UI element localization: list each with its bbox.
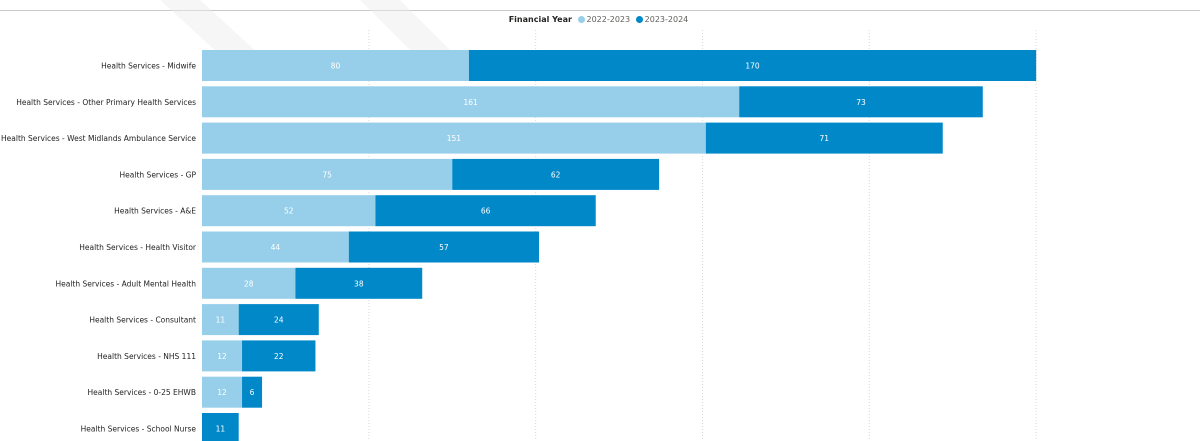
category-label-health-services-aande: Health Services - A&E [114, 207, 196, 216]
legend-swatch-2023-2024 [635, 16, 643, 23]
data-label-2022-2023-health-services-aande: 52 [284, 207, 294, 216]
category-label-health-services-health-visitor: Health Services - Health Visitor [79, 243, 197, 252]
category-label-health-services-midwife: Health Services - Midwife [101, 62, 196, 71]
bar-2023-2024-health-services-west-midlands-ambulance-service[interactable] [705, 122, 943, 154]
data-label-2023-2024-health-services-consultant: 24 [274, 316, 284, 325]
legend-swatch-2022-2023 [577, 16, 585, 23]
data-label-2023-2024-health-services-midwife: 170 [745, 62, 760, 71]
data-label-2022-2023-health-services-other-primary-health-services: 161 [463, 98, 478, 107]
bar-2022-2023-health-services-adult-mental-health[interactable] [202, 267, 296, 299]
data-label-2023-2024-health-services-gp: 62 [551, 170, 561, 179]
category-label-health-services-adult-mental-health: Health Services - Adult Mental Health [55, 279, 196, 288]
data-label-2023-2024-health-services-adult-mental-health: 38 [354, 279, 364, 288]
legend-label-2023-2024: 2023-2024 [644, 15, 689, 24]
bar-2023-2024-health-services-school-nurse[interactable] [202, 413, 239, 441]
bar-2022-2023-health-services-nhs-111[interactable] [202, 340, 243, 372]
data-label-2022-2023-health-services-gp: 75 [322, 170, 332, 179]
bar-2023-2024-health-services-gp[interactable] [452, 158, 660, 190]
category-label-health-services-school-nurse: Health Services - School Nurse [81, 425, 197, 434]
category-label-health-services-other-primary-health-services: Health Services - Other Primary Health S… [16, 98, 196, 107]
category-label-health-services-gp: Health Services - GP [120, 170, 197, 179]
bar-2023-2024-health-services-health-visitor[interactable] [348, 231, 540, 263]
data-label-2022-2023-health-services-west-midlands-ambulance-service: 151 [447, 134, 462, 143]
data-label-2022-2023-health-services-consultant: 11 [216, 316, 226, 325]
data-label-2022-2023-health-services-health-visitor: 44 [271, 243, 281, 252]
category-label-health-services-west-midlands-ambulance-service: Health Services - West Midlands Ambulanc… [1, 134, 196, 143]
bar-2023-2024-health-services-nhs-111[interactable] [242, 340, 316, 372]
data-label-2022-2023-health-services-adult-mental-health: 28 [244, 279, 254, 288]
bar-2022-2023-health-services-midwife[interactable] [202, 50, 469, 81]
data-label-2023-2024-health-services-aande: 66 [481, 207, 491, 216]
bar-2023-2024-health-services-consultant[interactable] [238, 304, 319, 336]
bar-2023-2024-health-services-other-primary-health-services[interactable] [739, 86, 983, 118]
bar-2023-2024-health-services-aande[interactable] [375, 195, 596, 227]
bar-2023-2024-health-services-0-25-ehwb[interactable] [242, 376, 263, 408]
bar-2022-2023-health-services-0-25-ehwb[interactable] [202, 376, 243, 408]
data-label-2023-2024-health-services-west-midlands-ambulance-service: 71 [820, 134, 830, 143]
data-label-2023-2024-health-services-0-25-ehwb: 6 [250, 388, 255, 397]
category-label-health-services-nhs-111: Health Services - NHS 111 [97, 352, 196, 361]
data-label-2022-2023-health-services-midwife: 80 [331, 62, 341, 71]
data-label-2023-2024-health-services-other-primary-health-services: 73 [856, 98, 866, 107]
legend-item-2023-2024[interactable]: 2023-2024 [635, 15, 689, 24]
bar-2022-2023-health-services-aande[interactable] [202, 195, 376, 227]
bar-2023-2024-health-services-adult-mental-health[interactable] [295, 267, 423, 299]
legend-title: Financial Year [508, 15, 572, 24]
bar-2022-2023-health-services-other-primary-health-services[interactable] [202, 86, 740, 118]
data-label-2023-2024-health-services-health-visitor: 57 [439, 243, 449, 252]
data-label-2023-2024-health-services-school-nurse: 11 [216, 425, 226, 434]
data-label-2022-2023-health-services-nhs-111: 12 [217, 352, 227, 361]
top-divider [0, 10, 1200, 11]
data-label-2022-2023-health-services-0-25-ehwb: 12 [217, 388, 227, 397]
chart-legend: Financial Year 2022-2023 2023-2024 [0, 15, 1200, 24]
legend-item-2022-2023[interactable]: 2022-2023 [577, 15, 631, 24]
bar-2022-2023-health-services-west-midlands-ambulance-service[interactable] [202, 122, 706, 154]
legend-label-2022-2023: 2022-2023 [586, 15, 631, 24]
bar-2022-2023-health-services-health-visitor[interactable] [202, 231, 349, 263]
bar-2023-2024-health-services-midwife[interactable] [468, 50, 1037, 81]
data-label-2023-2024-health-services-nhs-111: 22 [274, 352, 284, 361]
bar-2022-2023-health-services-consultant[interactable] [202, 304, 239, 336]
category-label-health-services-0-25-ehwb: Health Services - 0-25 EHWB [88, 388, 196, 397]
category-label-health-services-consultant: Health Services - Consultant [89, 316, 196, 325]
bar-2022-2023-health-services-gp[interactable] [202, 158, 453, 190]
